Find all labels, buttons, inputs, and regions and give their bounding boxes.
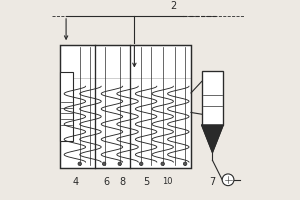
Polygon shape	[202, 125, 223, 152]
Ellipse shape	[140, 162, 143, 166]
Ellipse shape	[78, 162, 82, 166]
Bar	[202, 71, 223, 125]
Bar	[60, 45, 191, 168]
Text: 8: 8	[120, 177, 126, 187]
Text: 5: 5	[143, 177, 149, 187]
Text: 6: 6	[103, 177, 109, 187]
Bar	[60, 72, 73, 141]
Text: 10: 10	[162, 177, 173, 186]
Ellipse shape	[118, 162, 122, 166]
Ellipse shape	[161, 162, 164, 166]
Ellipse shape	[102, 162, 106, 166]
Circle shape	[222, 174, 234, 186]
Text: 2: 2	[170, 1, 176, 11]
Ellipse shape	[183, 162, 187, 166]
Text: 7: 7	[209, 177, 216, 187]
Text: 4: 4	[73, 177, 79, 187]
